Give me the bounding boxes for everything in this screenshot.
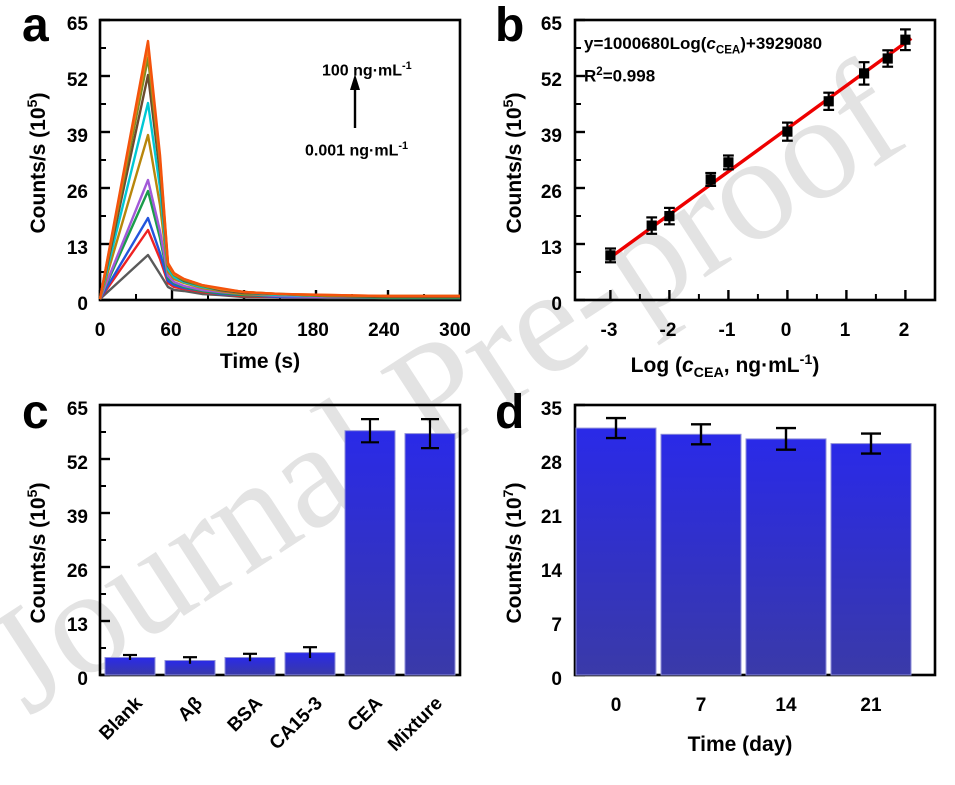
panel-d-xtick-14: 14 [775, 695, 797, 716]
panel-b-eq-post: )+3929080 [740, 34, 823, 53]
panel-a-xtick-300: 300 [439, 320, 471, 341]
panel-c: c Counts/s (105) 65 52 39 26 13 0 Blank … [0, 385, 480, 785]
panel-a-annotation-high: 100 ng·mL-1 [322, 60, 412, 80]
panel-a-xtick-60: 60 [160, 320, 182, 341]
panel-a-xtick-240: 240 [368, 320, 400, 341]
panel-b: b Counts/s (105) Log (cCEA, ng·mL-1) 65 … [480, 0, 955, 390]
up-arrow-icon [350, 74, 360, 128]
panel-d-bar-day7 [660, 433, 742, 676]
panel-d-ytick-21: 21 [540, 507, 562, 528]
panel-a-ytick-13: 13 [66, 238, 88, 259]
panel-b-ytick-65: 65 [540, 14, 562, 35]
panel-a-ytick-39: 39 [66, 126, 88, 147]
panel-d-bars [575, 427, 912, 676]
panel-b-ytick-39: 39 [540, 126, 562, 147]
panel-d-error-bars [606, 416, 881, 455]
panel-b-xtick-1: 1 [839, 320, 851, 341]
panel-b-r2-post: =0.998 [602, 66, 656, 86]
panel-a-xlabel: Time (s) [219, 350, 301, 373]
panel-c-ytick-65: 65 [66, 399, 88, 420]
panel-d-ytick-14: 14 [540, 561, 562, 582]
panel-b-label: b [495, 0, 525, 52]
panel-b-xlabel-sub: CEA [693, 365, 724, 382]
panel-d-xlabel: Time (day) [687, 733, 793, 756]
panel-d-ytick-28: 28 [540, 453, 562, 474]
panel-b-xlabel-pre: Log ( [630, 354, 682, 377]
panel-d-label: d [495, 386, 525, 439]
panel-c-bar-mixture [404, 433, 456, 676]
panel-d-xtick-0: 0 [610, 695, 622, 716]
panel-a-annot-low-exp: -1 [398, 140, 409, 152]
panel-b-ytick-52: 52 [540, 70, 562, 91]
panel-b-xtick-0: 0 [780, 320, 792, 341]
panel-a-xtick-120: 120 [226, 320, 258, 341]
panel-a: a Counts/s (105) Time (s) 65 52 39 26 13… [0, 0, 480, 390]
panel-d-ytick-7: 7 [551, 615, 562, 636]
panel-c-bars [104, 430, 456, 676]
panel-a-xtick-0: 0 [94, 320, 106, 341]
panel-d-bar-day21 [830, 443, 912, 676]
panel-d-bar-day0 [575, 427, 657, 676]
panel-b-ytick-26: 26 [540, 182, 562, 203]
panel-b-xlabel-close: ) [812, 354, 820, 377]
panel-b-xlabel-exp: -1 [799, 352, 813, 368]
panel-a-ytick-65: 65 [66, 14, 88, 35]
panel-a-annot-high-text: 100 ng·mL [322, 62, 403, 80]
panel-a-annot-high-exp: -1 [402, 60, 412, 72]
panel-d-bar-day14 [745, 438, 827, 676]
panel-b-xtick-m1: -1 [718, 320, 736, 341]
panel-b-equation: y=1000680Log(cCEA)+3929080 [584, 34, 822, 56]
panel-d-xtick-7: 7 [695, 695, 707, 716]
panel-d-xtick-21: 21 [860, 695, 882, 716]
panel-c-bar-blank [104, 657, 156, 676]
panel-b-data-points [605, 28, 911, 264]
panel-b-ytick-0: 0 [551, 294, 562, 315]
panel-b-xtick-m3: -3 [600, 320, 618, 341]
panel-b-xtick-m2: -2 [659, 320, 677, 341]
panel-c-ytick-13: 13 [66, 615, 88, 636]
panel-d-ytick-35: 35 [540, 399, 562, 420]
panel-b-xlabel-ital: c [681, 354, 694, 377]
panel-b-ytick-13: 13 [540, 238, 562, 259]
panel-d-ytick-0: 0 [551, 669, 562, 690]
panel-b-r-squared: R2=0.998 [584, 66, 655, 87]
panel-a-annotation-low: 0.001 ng·mL-1 [305, 140, 408, 160]
panel-b-eq-ital: c [706, 34, 716, 53]
panel-a-curves [98, 39, 460, 300]
panel-b-r2-pre: R [584, 66, 597, 86]
panel-b-r2-exp: 2 [596, 66, 603, 78]
panel-a-ytick-52: 52 [66, 70, 88, 91]
panel-b-eq-sub: CEA [715, 44, 741, 57]
panel-b-eq-pre: y=1000680Log( [584, 34, 707, 53]
panel-d: d Counts/s (107) Time (day) 35 28 21 14 … [480, 385, 955, 785]
panel-c-bar-cea [344, 430, 396, 676]
panel-a-xtick-180: 180 [297, 320, 329, 341]
panel-c-ytick-52: 52 [66, 453, 88, 474]
panel-c-ytick-0: 0 [77, 669, 88, 690]
panel-c-ytick-26: 26 [66, 561, 88, 582]
panel-c-label: c [22, 386, 49, 439]
panel-a-ytick-26: 26 [66, 182, 88, 203]
panel-c-error-bars [123, 417, 439, 664]
panel-a-annot-low-text: 0.001 ng·mL [305, 142, 399, 160]
panel-a-label: a [22, 0, 49, 52]
panel-b-xlabel-mid: , ng·mL [723, 354, 800, 377]
panel-a-ytick-0: 0 [77, 294, 88, 315]
panel-b-xtick-2: 2 [898, 320, 910, 341]
panel-b-xlabel: Log (cCEA, ng·mL-1) [560, 352, 890, 381]
panel-c-ytick-39: 39 [66, 507, 88, 528]
